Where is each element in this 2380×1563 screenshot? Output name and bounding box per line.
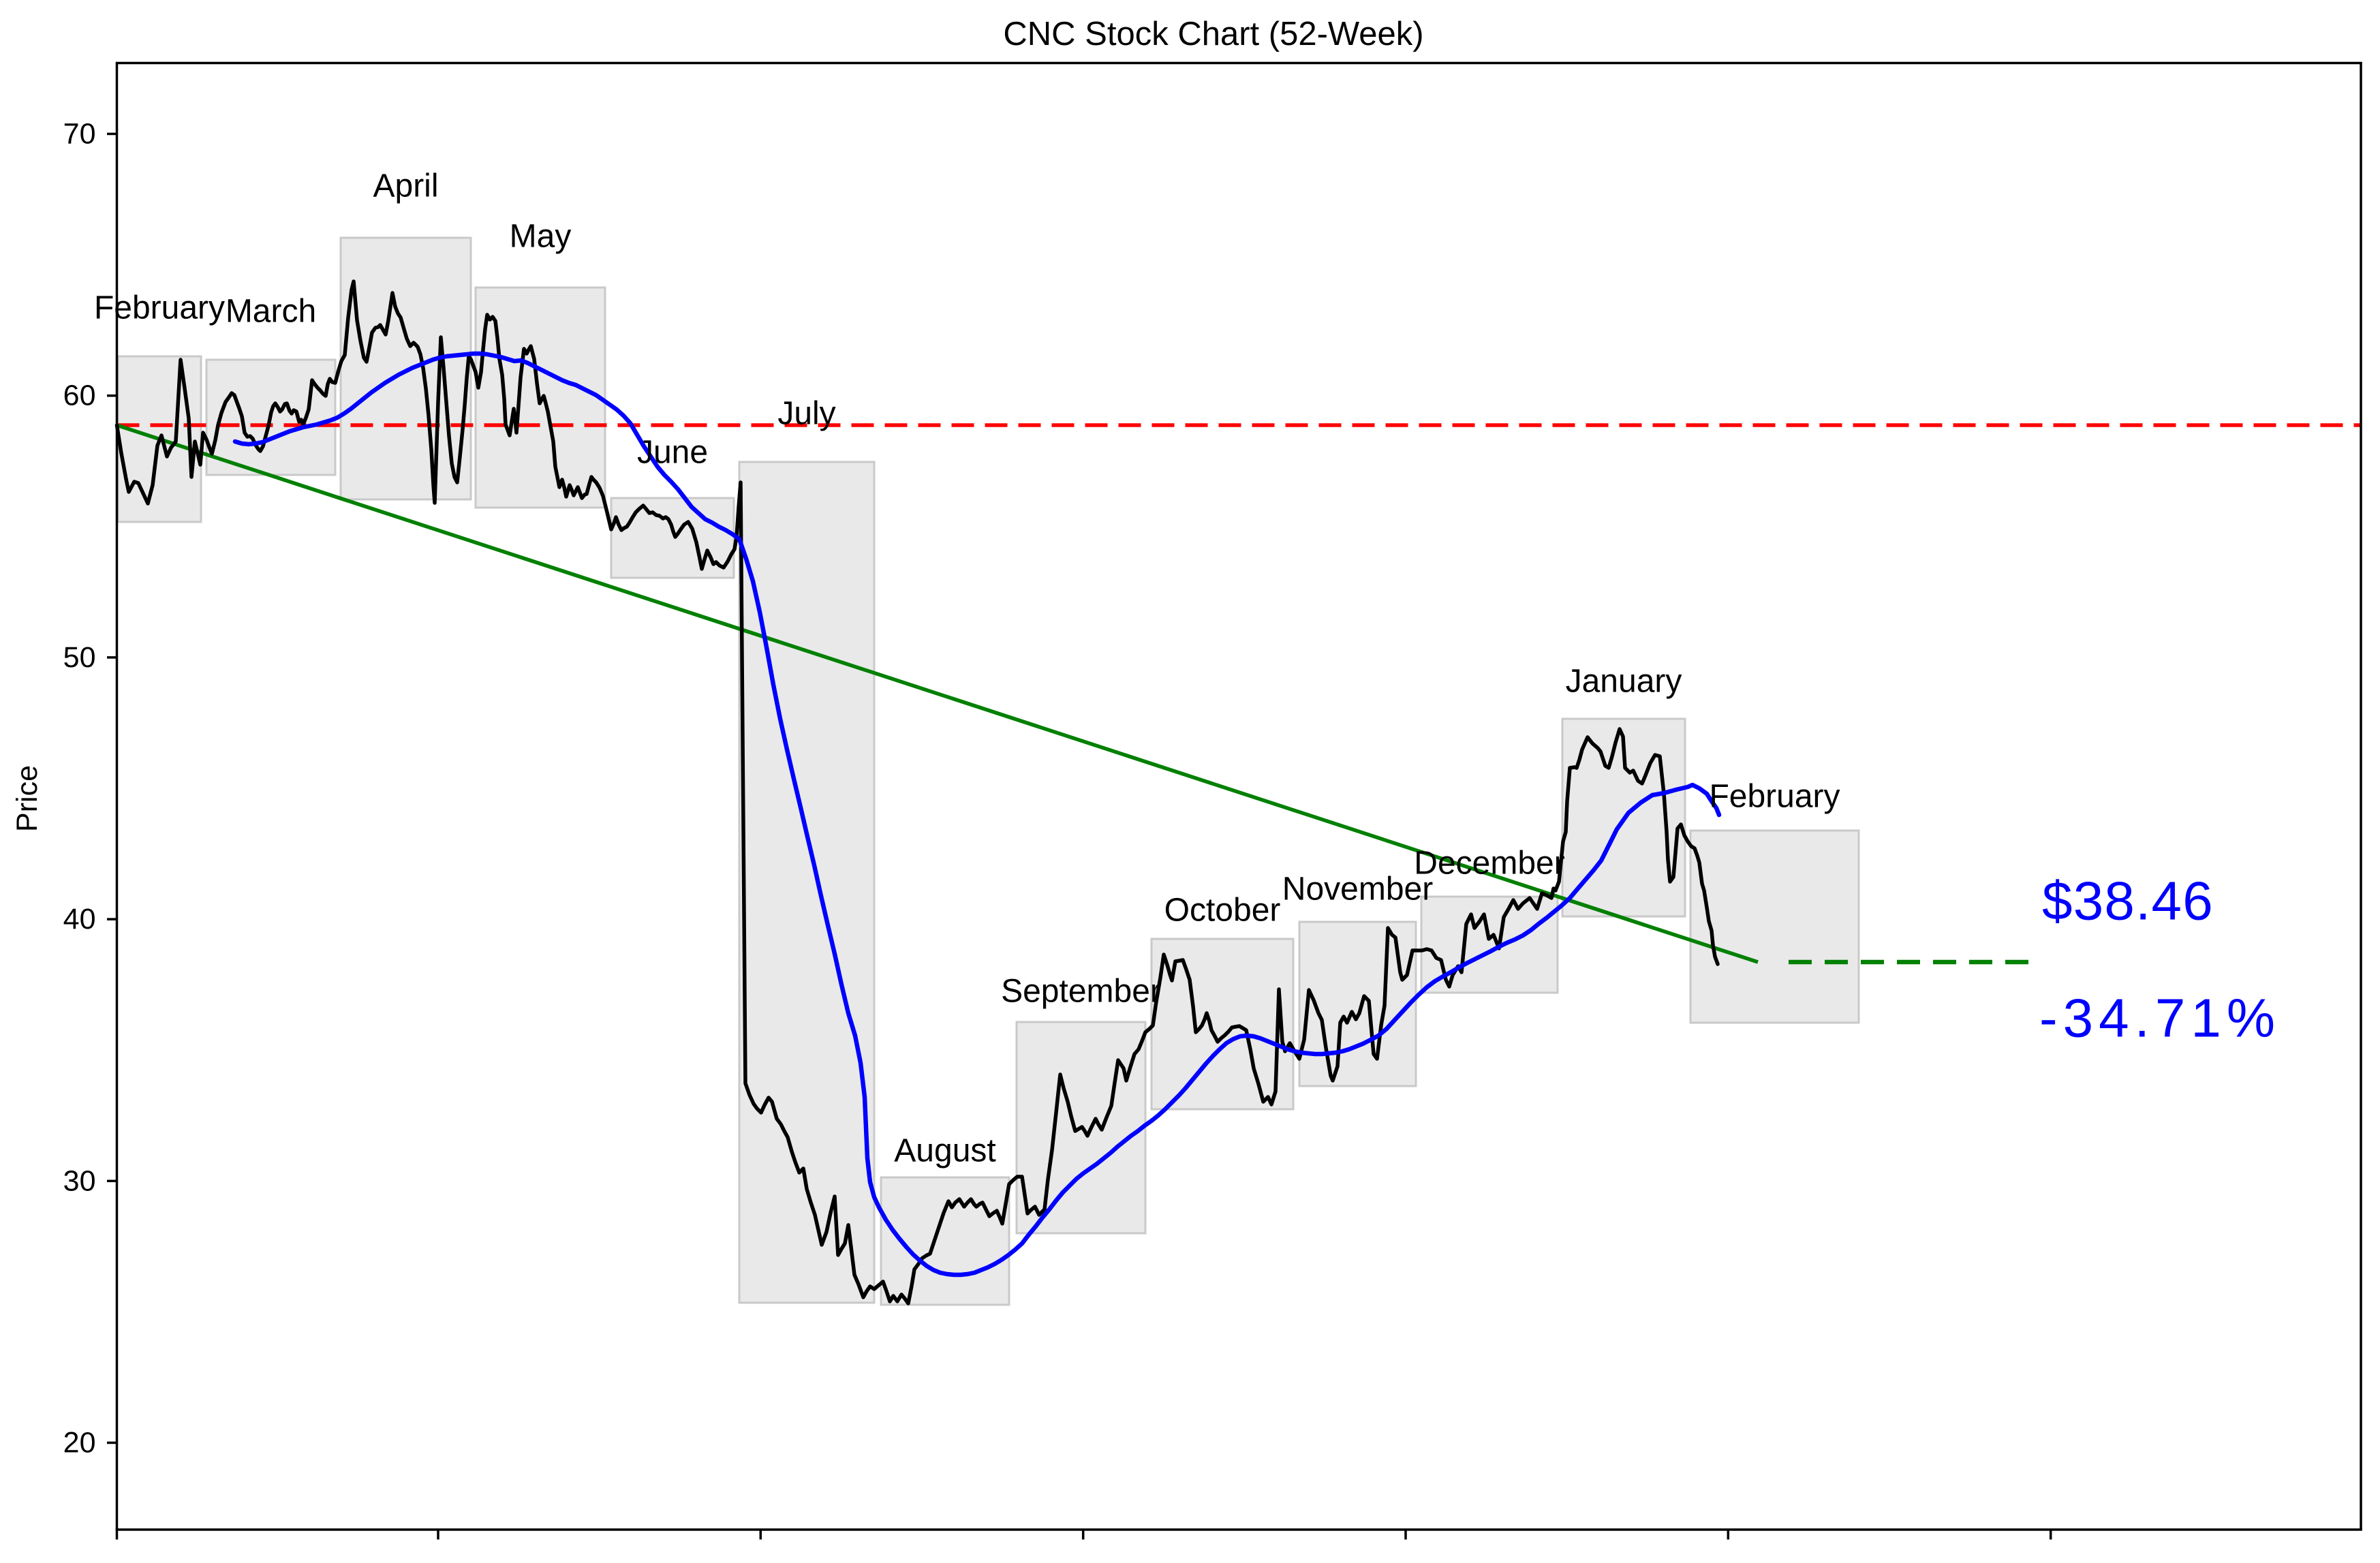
svg-text:50: 50 (63, 641, 96, 674)
svg-text:January: January (1566, 664, 1682, 700)
svg-text:December: December (1414, 846, 1564, 882)
svg-text:June: June (637, 435, 708, 471)
svg-text:$38.46: $38.46 (2042, 871, 2214, 931)
svg-text:20: 20 (63, 1427, 96, 1459)
svg-text:60: 60 (63, 380, 96, 412)
svg-text:70: 70 (63, 118, 96, 151)
svg-text:March: March (226, 294, 316, 330)
svg-text:August: August (894, 1133, 995, 1169)
svg-text:February: February (1709, 779, 1840, 815)
svg-text:September: September (1001, 974, 1161, 1010)
svg-text:CNC Stock Chart (52-Week): CNC Stock Chart (52-Week) (1003, 16, 1423, 52)
svg-text:October: October (1164, 893, 1281, 929)
svg-text:-34.71%: -34.71% (2039, 988, 2281, 1049)
svg-text:30: 30 (63, 1164, 96, 1197)
svg-text:April: April (373, 168, 438, 204)
svg-text:February: February (94, 290, 225, 326)
svg-text:July: July (777, 396, 835, 432)
svg-text:40: 40 (63, 903, 96, 935)
svg-text:November: November (1282, 871, 1433, 908)
svg-text:Price: Price (11, 765, 44, 832)
svg-text:May: May (510, 219, 572, 255)
